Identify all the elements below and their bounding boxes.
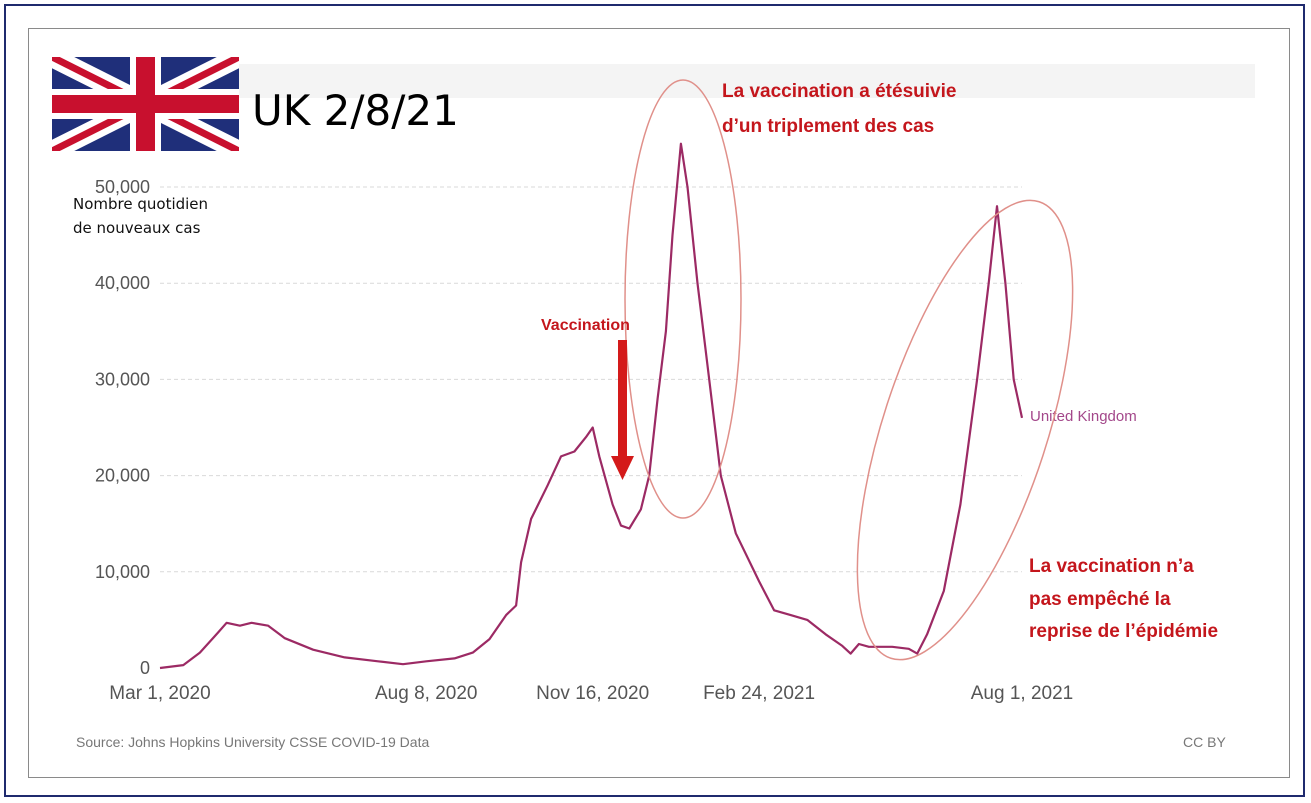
chart-title: UK 2/8/21 bbox=[252, 86, 459, 135]
x-tick-label: Feb 24, 2021 bbox=[703, 683, 815, 704]
x-tick-label: Nov 16, 2020 bbox=[536, 683, 649, 704]
vaccination-arrow bbox=[611, 340, 634, 480]
y-axis-label-line1: Nombre quotidien bbox=[73, 195, 208, 213]
chart-panel bbox=[28, 28, 1290, 778]
x-tick-label: Aug 1, 2021 bbox=[971, 683, 1073, 704]
y-tick-label: 0 bbox=[140, 658, 150, 678]
highlight-ellipse-peak2 bbox=[856, 199, 1074, 661]
y-ticks: 0 10,000 20,000 30,000 40,000 50,000 bbox=[95, 177, 150, 678]
annotation-resurgence-line1: La vaccination n’a bbox=[1029, 556, 1194, 577]
x-tick-label: Mar 1, 2020 bbox=[109, 683, 210, 704]
annotation-resurgence-line3: reprise de l’épidémie bbox=[1029, 621, 1218, 642]
y-tick-label: 10,000 bbox=[95, 562, 150, 582]
vaccination-label: Vaccination bbox=[541, 317, 630, 334]
annotation-tripling-line1: La vaccination a étésuivie bbox=[722, 81, 956, 102]
annotation-resurgence-line2: pas empêché la bbox=[1029, 589, 1171, 610]
x-tick-label: Aug 8, 2020 bbox=[375, 683, 477, 704]
outer-frame bbox=[4, 4, 1305, 797]
y-tick-label: 40,000 bbox=[95, 273, 150, 293]
y-tick-label: 30,000 bbox=[95, 369, 150, 389]
x-ticks: Mar 1, 2020 Aug 8, 2020 Nov 16, 2020 Feb 24… bbox=[109, 683, 1073, 704]
series-label: United Kingdom bbox=[1030, 408, 1137, 425]
uk-flag-icon bbox=[52, 57, 239, 151]
series-line-united-kingdom bbox=[159, 142, 1024, 670]
y-tick-label: 20,000 bbox=[95, 466, 150, 486]
annotation-tripling-line2: d’un triplement des cas bbox=[722, 116, 934, 137]
grid bbox=[160, 186, 1022, 573]
y-tick-label: 50,000 bbox=[95, 177, 150, 197]
y-axis-label-line2: de nouveaux cas bbox=[73, 219, 201, 237]
highlight-ellipse-peak1 bbox=[624, 79, 742, 519]
license-note: CC BY bbox=[1183, 734, 1226, 750]
source-note: Source: Johns Hopkins University CSSE CO… bbox=[76, 734, 429, 750]
